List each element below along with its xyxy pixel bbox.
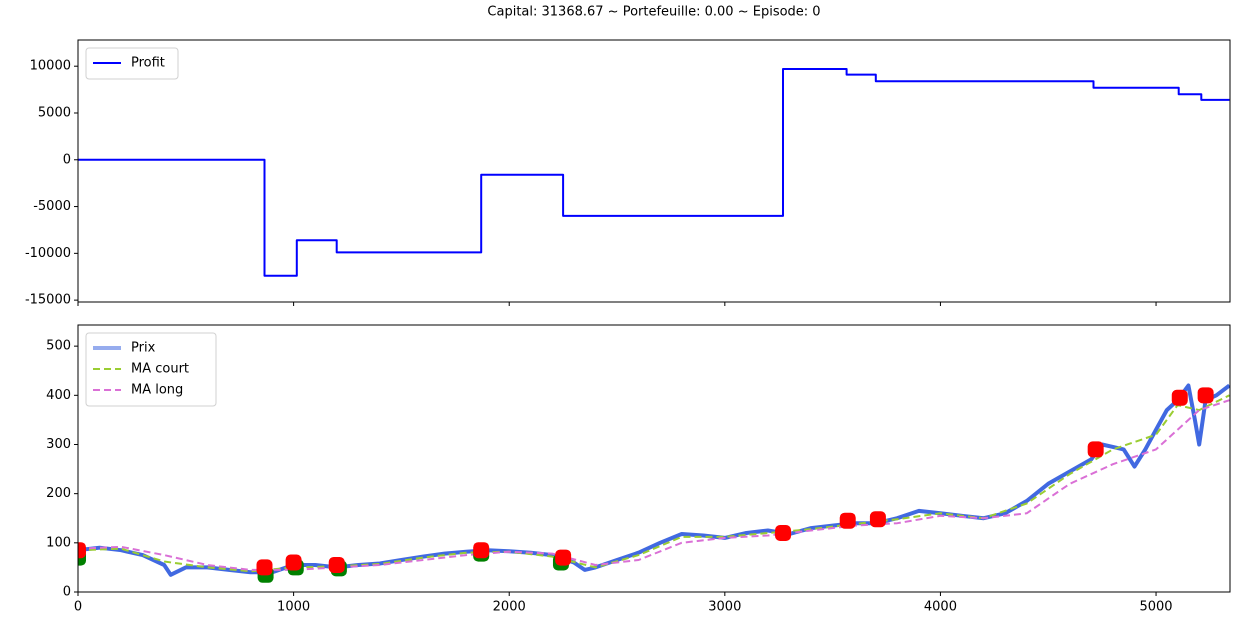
y-tick-label: -5000 (33, 199, 71, 214)
x-tick-label: 0 (74, 600, 82, 615)
sell-marker (1171, 389, 1188, 406)
series-line (78, 383, 1230, 577)
x-tick-label: 1000 (277, 600, 310, 615)
axes-frame (77, 324, 1231, 593)
legend-label: MA long (131, 383, 183, 398)
sell-marker (555, 549, 572, 566)
axes-frame (77, 39, 1231, 303)
x-tick-label: 5000 (1139, 600, 1172, 615)
legend-box (85, 332, 217, 407)
chart-title: Capital: 31368.67 ~ Portefeuille: 0.00 ~… (487, 5, 820, 20)
x-tick-label: 3000 (708, 600, 741, 615)
y-tick-label: 0 (63, 152, 71, 167)
sell-marker (285, 554, 302, 571)
plot-area (78, 383, 1230, 583)
y-tick-label: 400 (46, 388, 71, 403)
sell-marker (473, 542, 490, 559)
y-tick-label: 5000 (38, 105, 71, 120)
x-tick-label: 2000 (493, 600, 526, 615)
y-tick-label: 100 (46, 535, 71, 550)
y-tick-label: 300 (46, 437, 71, 452)
series-line (78, 399, 1230, 571)
y-tick-label: 500 (46, 339, 71, 354)
legend-box (85, 47, 179, 80)
x-tick-label: 4000 (924, 600, 957, 615)
y-tick-label: -15000 (25, 293, 71, 308)
y-tick-label: 200 (46, 486, 71, 501)
sell-marker (78, 542, 86, 559)
y-tick-label: 10000 (30, 59, 71, 74)
legend-label: Prix (131, 341, 156, 356)
plot-area (78, 68, 1230, 277)
sell-marker (839, 512, 856, 529)
y-tick-label: -10000 (25, 246, 71, 261)
sell-marker (328, 556, 345, 573)
sell-marker (1087, 441, 1104, 458)
legend-label: Profit (131, 56, 165, 71)
sell-marker (1197, 387, 1214, 404)
series-line (78, 394, 1230, 573)
sell-marker (256, 559, 273, 576)
sell-marker (775, 524, 792, 541)
series-line (78, 68, 1230, 277)
sell-marker (869, 511, 886, 528)
y-tick-label: 0 (63, 585, 71, 600)
legend-label: MA court (131, 362, 189, 377)
